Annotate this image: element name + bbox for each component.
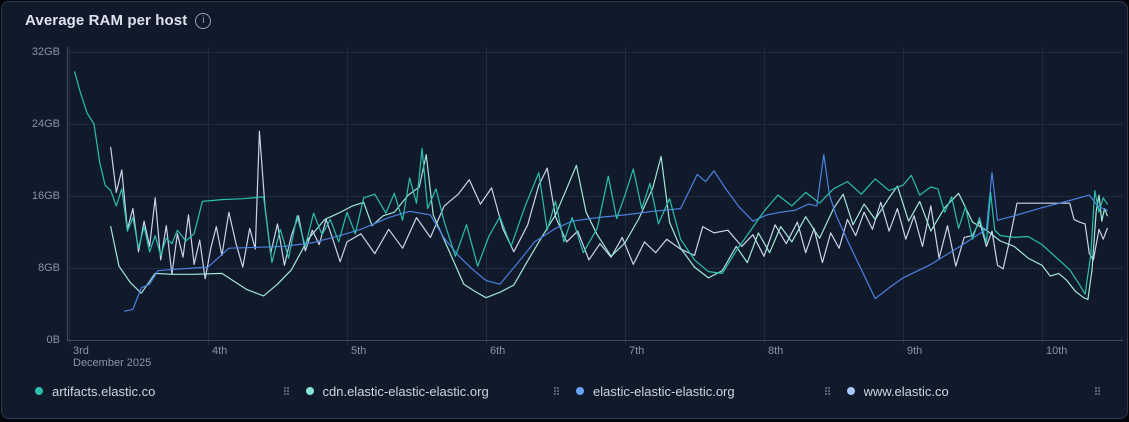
drag-handle-icon[interactable] (1092, 384, 1103, 398)
legend-series-dot-icon (576, 387, 584, 395)
legend-label[interactable]: www.elastic.co (863, 383, 949, 399)
drag-handle-icon[interactable] (281, 384, 292, 398)
legend-item: artifacts.elastic.co (25, 384, 296, 399)
x-tick-label: 3rd (73, 345, 89, 357)
x-tick-label: 5th (351, 345, 367, 357)
legend-series-dot-icon (35, 387, 43, 395)
x-tick-label: 7th (629, 345, 645, 357)
x-tick-label: 10th (1046, 345, 1068, 357)
legend-label[interactable]: cdn.elastic-elastic-elastic.org (322, 383, 489, 399)
legend-series-dot-icon (305, 387, 314, 395)
legend-label[interactable]: elastic-elastic-elastic.org (593, 383, 735, 399)
drag-handle-icon[interactable] (822, 384, 833, 398)
series-line-artifacts.elastic.co (73, 71, 1108, 295)
series-line-elastic-elastic-elastic.org (123, 154, 1108, 312)
y-tick-label: 0B (46, 334, 60, 346)
series-line-www.elastic.co (110, 130, 1108, 280)
info-icon[interactable]: i (195, 12, 212, 29)
y-tick-label: 8GB (37, 262, 60, 274)
legend-item: cdn.elastic-elastic-elastic.org (296, 384, 567, 399)
legend-label[interactable]: artifacts.elastic.co (52, 383, 156, 399)
x-tick-label: 8th (768, 345, 784, 357)
legend-series-dot-icon (846, 387, 855, 395)
panel-header: Average RAM per host i (25, 12, 212, 29)
x-tick-label: 4th (212, 345, 228, 357)
x-tick-label: 6th (490, 345, 506, 357)
x-axis-context-label: December 2025 (73, 357, 152, 369)
x-tick-label: 9th (907, 345, 923, 357)
plot-area[interactable] (67, 47, 1123, 340)
chart-legend: artifacts.elastic.co cdn.elastic-elastic-… (25, 376, 1107, 406)
y-tick-label: 16GB (31, 190, 60, 202)
y-tick-label: 32GB (31, 46, 60, 58)
series-line-cdn.elastic-elastic-elastic.org (110, 154, 1108, 301)
drag-handle-icon[interactable] (551, 384, 562, 398)
panel-title: Average RAM per host (25, 12, 188, 29)
y-tick-label: 24GB (31, 118, 60, 130)
legend-item: www.elastic.co (837, 384, 1108, 399)
legend-item: elastic-elastic-elastic.org (566, 384, 837, 399)
